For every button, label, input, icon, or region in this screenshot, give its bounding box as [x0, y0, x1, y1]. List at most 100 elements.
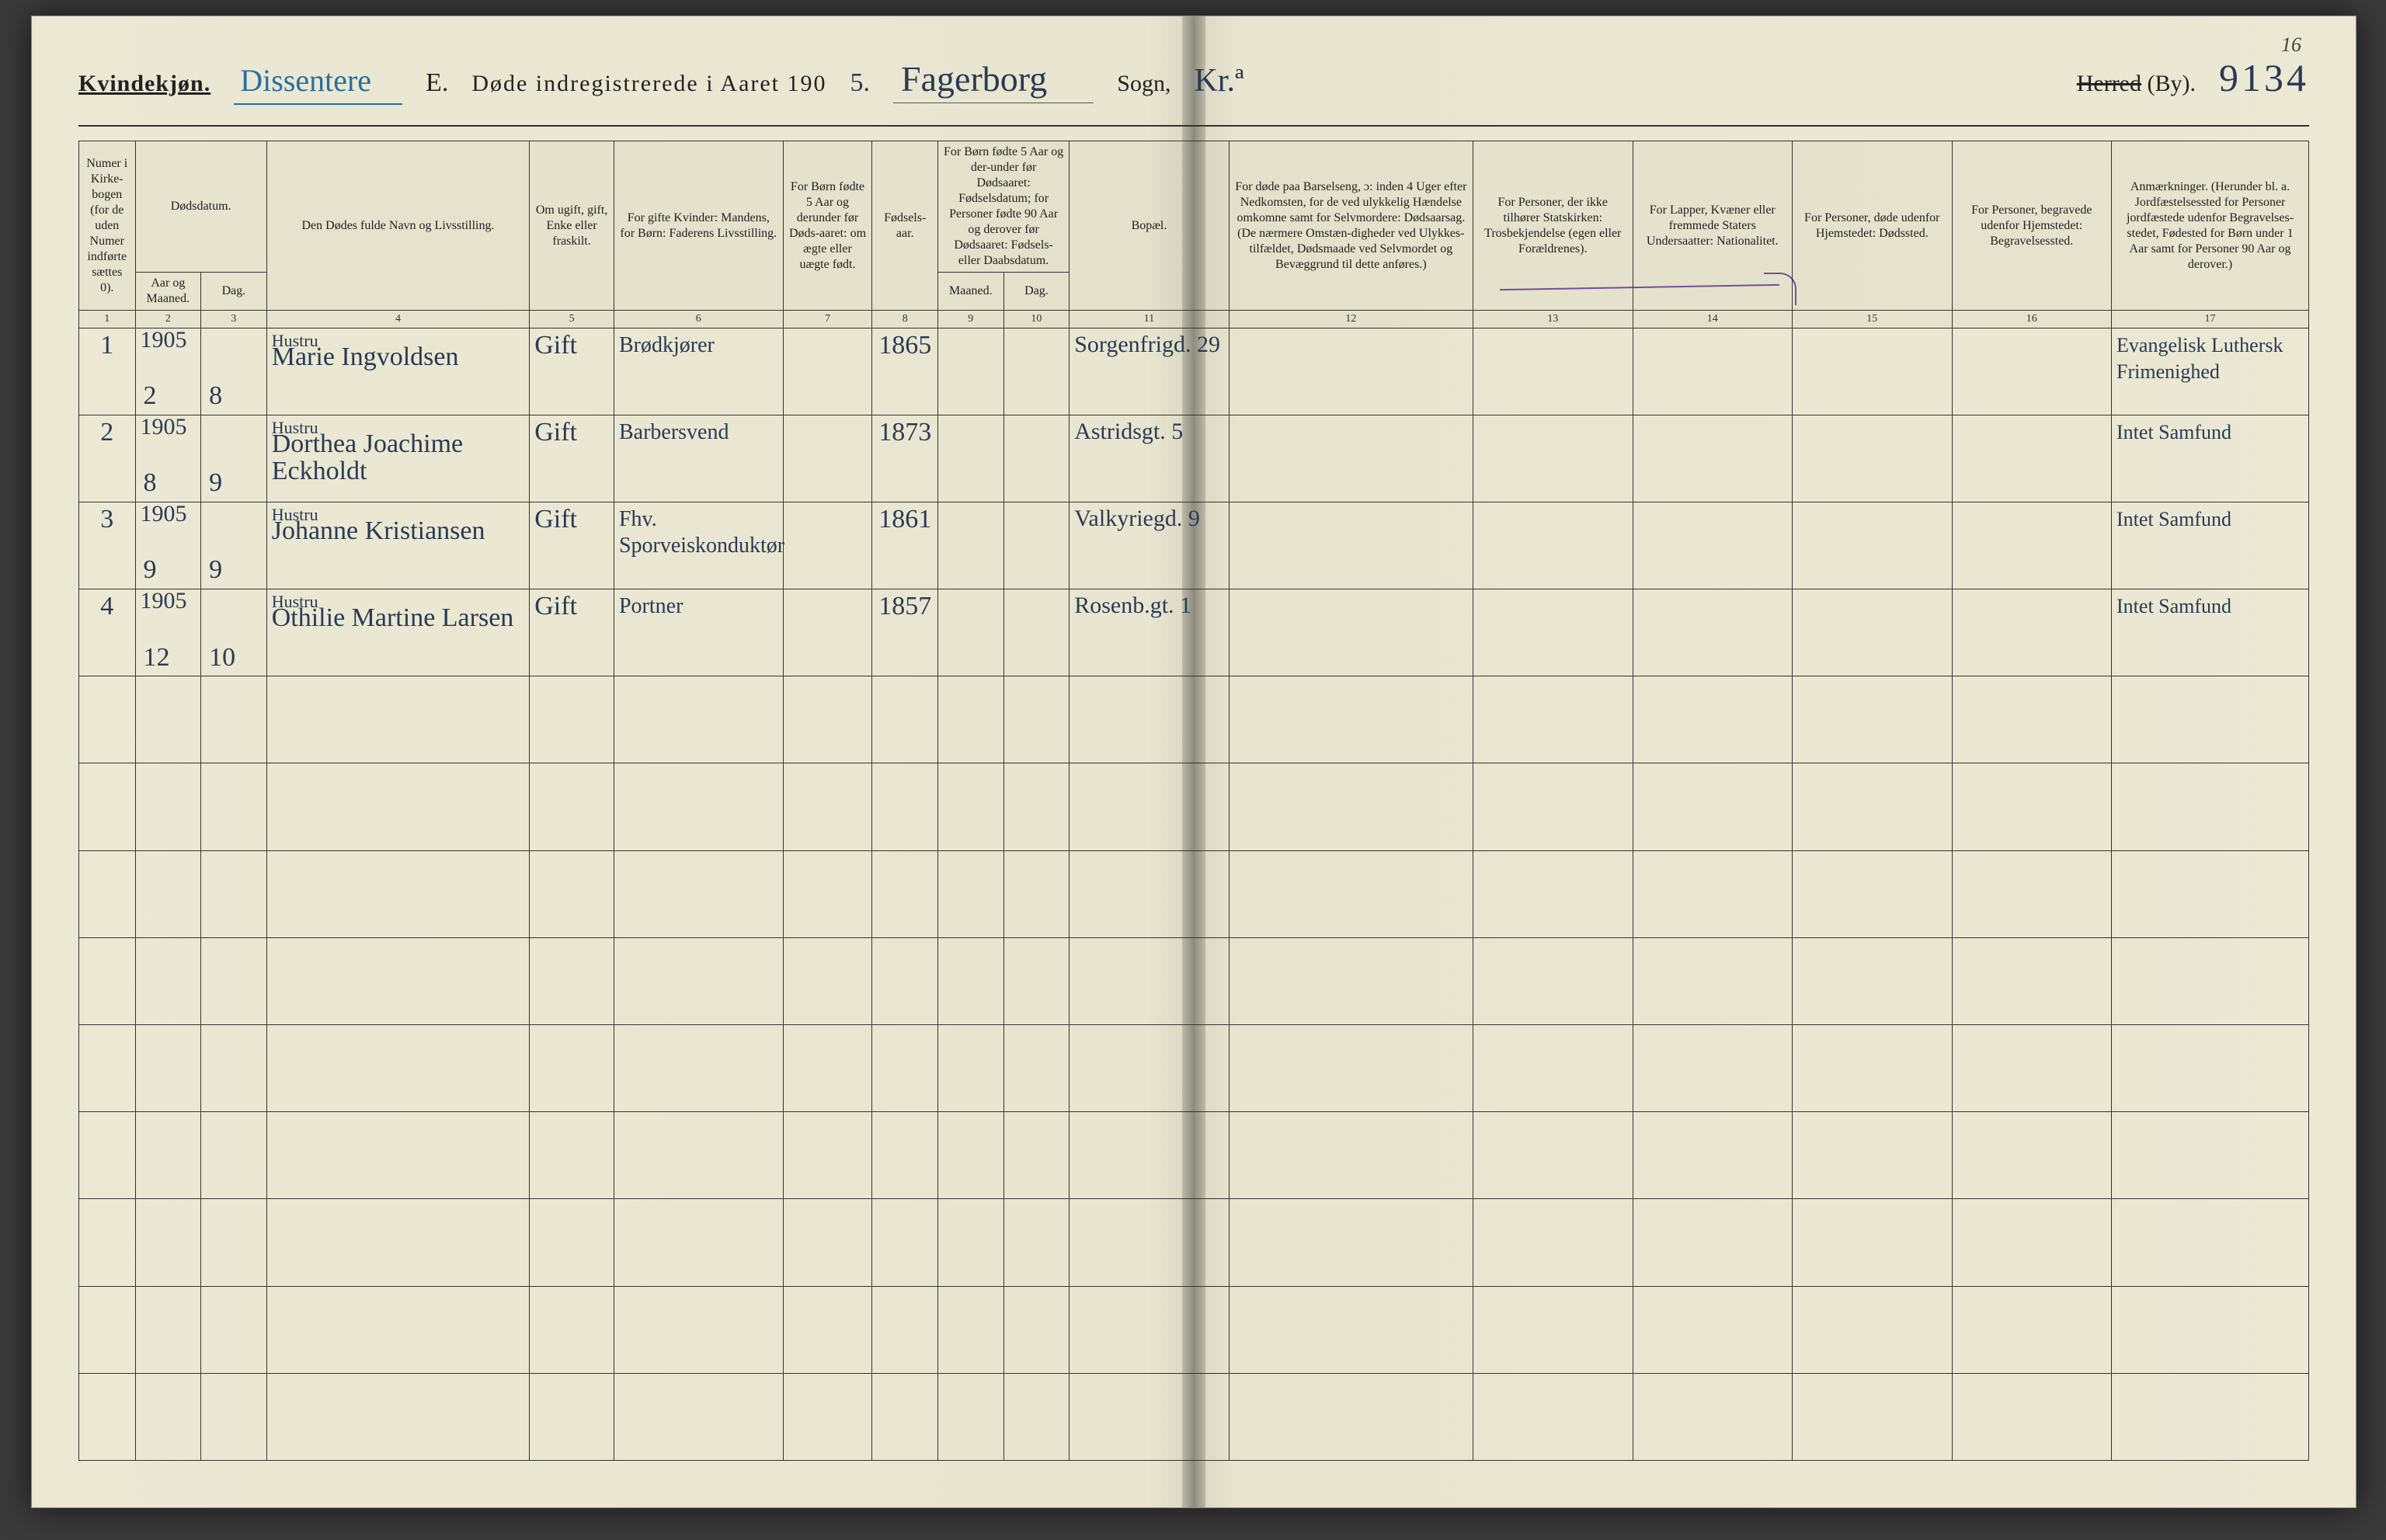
- cell-blank: [1003, 676, 1070, 763]
- cell-num: 2: [79, 415, 136, 502]
- cell-blank: [1633, 850, 1793, 937]
- table-row-blank: [79, 850, 2309, 937]
- cell-deathplace: [1793, 415, 1953, 502]
- cell-blank: [266, 937, 529, 1024]
- cell-bmonth: [938, 415, 1004, 502]
- cell-blank: [1003, 850, 1070, 937]
- cell-civil: Gift: [530, 328, 614, 415]
- cell-blank: [201, 937, 267, 1024]
- cell-cause: [1229, 589, 1473, 676]
- col-num: 8: [872, 311, 938, 329]
- cell-blank: [783, 1112, 872, 1199]
- cell-blank: [1229, 1112, 1473, 1199]
- cell-blank: [1229, 937, 1473, 1024]
- year-suffix: 5.: [850, 68, 871, 98]
- cell-blank: [1070, 1373, 1230, 1460]
- cell-blank: [530, 1286, 614, 1373]
- cell-spouse: Barbersvend: [614, 415, 783, 502]
- cell-blank: [530, 1112, 614, 1199]
- cell-name: HustruOthilie Martine Larsen: [266, 589, 529, 676]
- cell-num: 4: [79, 589, 136, 676]
- cell-blank: [783, 1286, 872, 1373]
- cell-month: 19052: [135, 328, 201, 415]
- cell-blank: [1633, 1025, 1793, 1112]
- cell-blank: [1003, 1112, 1070, 1199]
- cell-blank: [783, 1199, 872, 1286]
- cell-civil: Gift: [530, 502, 614, 589]
- cell-blank: [201, 1286, 267, 1373]
- cell-blank: [135, 1286, 201, 1373]
- cell-blank: [938, 1286, 1004, 1373]
- cell-blank: [1473, 676, 1633, 763]
- cell-residence: Astridsgt. 5: [1070, 415, 1230, 502]
- cell-blank: [614, 850, 783, 937]
- col-header: For døde paa Barselseng, ɔ: inden 4 Uger…: [1229, 141, 1473, 311]
- cell-blank: [872, 1199, 938, 1286]
- cell-blank: [530, 1025, 614, 1112]
- cell-blank: [266, 763, 529, 850]
- cell-blank: [79, 1286, 136, 1373]
- cell-blank: [872, 1025, 938, 1112]
- cell-blank: [1633, 937, 1793, 1024]
- cell-blank: [872, 937, 938, 1024]
- cell-blank: [1952, 1112, 2112, 1199]
- cell-blank: [1229, 676, 1473, 763]
- cell-bmonth: [938, 589, 1004, 676]
- cell-blank: [135, 763, 201, 850]
- cell-spouse: Portner: [614, 589, 783, 676]
- cell-blank: [2112, 763, 2309, 850]
- cell-blank: [2112, 937, 2309, 1024]
- cell-blank: [1793, 937, 1953, 1024]
- cell-blank: [201, 1373, 267, 1460]
- cell-blank: [1793, 1199, 1953, 1286]
- cell-num: 3: [79, 502, 136, 589]
- cell-blank: [79, 1373, 136, 1460]
- cell-blank: [1633, 1373, 1793, 1460]
- gender-label: Kvindekjøn.: [78, 71, 210, 97]
- cell-day: 9: [201, 502, 267, 589]
- cell-blank: [1952, 1286, 2112, 1373]
- table-row-blank: [79, 1112, 2309, 1199]
- cell-bday: [1003, 328, 1070, 415]
- cell-blank: [783, 676, 872, 763]
- cell-blank: [1473, 937, 1633, 1024]
- col-num: 4: [266, 311, 529, 329]
- cell-cause: [1229, 328, 1473, 415]
- cell-burialplace: [1952, 589, 2112, 676]
- cell-blank: [1952, 1373, 2112, 1460]
- cell-blank: [2112, 850, 2309, 937]
- cell-blank: [1952, 1025, 2112, 1112]
- col-header: Bopæl.: [1070, 141, 1230, 311]
- cell-blank: [79, 763, 136, 850]
- cell-blank: [614, 1025, 783, 1112]
- cell-deathplace: [1793, 328, 1953, 415]
- cell-blank: [530, 763, 614, 850]
- cell-blank: [1003, 1373, 1070, 1460]
- cell-blank: [1003, 1199, 1070, 1286]
- cell-blank: [135, 937, 201, 1024]
- cell-civil: Gift: [530, 415, 614, 502]
- col-header: For Personer, begravede udenfor Hjemsted…: [1952, 141, 2112, 311]
- cell-name: HustruJohanne Kristiansen: [266, 502, 529, 589]
- cell-blank: [2112, 1112, 2309, 1199]
- col-header: For Børn fødte 5 Aar og derunder før Død…: [783, 141, 872, 311]
- cell-legit: [783, 589, 872, 676]
- cell-blank: [1473, 1286, 1633, 1373]
- cell-residence: Rosenb.gt. 1: [1070, 589, 1230, 676]
- cell-blank: [938, 1025, 1004, 1112]
- cell-blank: [201, 1199, 267, 1286]
- col-num: 1: [79, 311, 136, 329]
- cell-faith: [1473, 589, 1633, 676]
- cell-nat: [1633, 502, 1793, 589]
- cell-blank: [1070, 763, 1230, 850]
- parish-script: Fagerborg: [893, 58, 1094, 103]
- cell-residence: Valkyriegd. 9: [1070, 502, 1230, 589]
- page-number-corner: 16: [2281, 33, 2301, 57]
- col-number-row: 1 2 3 4 5 6 7 8 9 10 11 12 13 14 15 16 1: [79, 311, 2309, 329]
- cell-blank: [2112, 1286, 2309, 1373]
- cell-blank: [1793, 850, 1953, 937]
- cell-deathplace: [1793, 502, 1953, 589]
- cell-blank: [1473, 1025, 1633, 1112]
- cell-blank: [79, 676, 136, 763]
- cell-day: 8: [201, 328, 267, 415]
